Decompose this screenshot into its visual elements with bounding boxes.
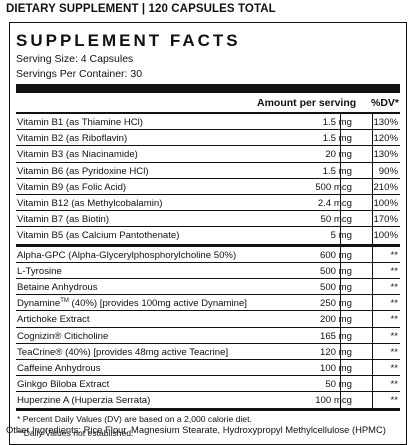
ingredient-name: Alpha-GPC (Alpha-Glycerylphosphorylcholi… <box>17 249 237 261</box>
facts-row: Alpha-GPC (Alpha-Glycerylphosphorylcholi… <box>16 247 400 263</box>
nutrient-name: Vitamin B1 (as Thiamine HCl) <box>17 117 144 128</box>
facts-row: Betaine Anhydrous 500 mg ** <box>16 279 400 296</box>
other-ingredients: Other Ingredients: Rice Flour, Magnesium… <box>6 424 386 435</box>
ingredient-amount: 500 mg <box>320 265 352 277</box>
nutrient-amount: 5 mg <box>330 230 352 242</box>
nutrient-dv: 130% <box>373 149 398 161</box>
ingredient-name: Artichoke Extract <box>17 314 90 326</box>
ingredient-amount: 500 mg <box>320 282 352 293</box>
facts-row: Vitamin B2 (as Riboflavin) 1.5 mg 120% <box>16 130 400 147</box>
facts-row: Vitamin B7 (as Biotin) 50 mcg 170% <box>16 211 400 228</box>
ingredient-amount: 250 mg <box>320 298 352 310</box>
facts-row: Vitamin B1 (as Thiamine HCl) 1.5 mg 130% <box>16 114 400 131</box>
ingredient-dv: ** <box>390 249 398 261</box>
facts-row: Vitamin B12 (as Methylcobalamin) 2.4 mcg… <box>16 195 400 212</box>
nutrient-amount: 50 mcg <box>320 214 352 226</box>
nutrient-name: Vitamin B6 (as Pyridoxine HCl) <box>17 165 149 177</box>
ingredient-amount: 600 mg <box>320 249 352 261</box>
servings-per-container: Servings Per Container: 30 <box>16 68 143 80</box>
column-divider <box>372 114 373 409</box>
nutrient-name: Vitamin B12 (as Methylcobalamin) <box>17 198 163 209</box>
nutrient-dv: 210% <box>373 181 398 193</box>
label-header: DIETARY SUPPLEMENT | 120 CAPSULES TOTAL <box>6 3 276 15</box>
ingredient-name: Cognizin® Citicholine <box>17 330 109 342</box>
ingredient-dv: ** <box>390 298 398 310</box>
serving-size: Serving Size: 4 Capsules <box>16 53 134 65</box>
nutrient-dv: 100% <box>373 230 398 242</box>
nutrient-dv: 120% <box>373 133 398 145</box>
ingredient-name: Betaine Anhydrous <box>17 282 98 293</box>
facts-row: Vitamin B5 (as Calcium Pantothenate) 5 m… <box>16 227 400 243</box>
thick-rule <box>16 84 400 93</box>
facts-row: TeaCrine® (40%) [provides 48mg active Te… <box>16 344 400 360</box>
ingredient-name: L-Tyrosine <box>17 265 62 277</box>
nutrient-name: Vitamin B2 (as Riboflavin) <box>17 133 128 145</box>
dv-column-header: %DV* <box>371 97 400 109</box>
facts-row: Vitamin B9 (as Folic Acid) 500 mcg 210% <box>16 179 400 195</box>
facts-row: Artichoke Extract 200 mg ** <box>16 311 400 328</box>
nutrient-amount: 20 mg <box>325 149 352 161</box>
facts-row: L-Tyrosine 500 mg ** <box>16 263 400 279</box>
ingredient-name: Caffeine Anhydrous <box>17 363 101 374</box>
dynamine-detail: (40%) [provides 100mg active Dynamine] <box>68 298 247 310</box>
ingredient-name: DynamineTM (40%) [provides 100mg active … <box>17 298 247 309</box>
facts-row: Vitamin B6 (as Pyridoxine HCl) 1.5 mg 90… <box>16 163 400 179</box>
ingredient-dv: ** <box>390 346 398 358</box>
facts-row: Ginkgo Biloba Extract 50 mg ** <box>16 376 400 393</box>
facts-row: Huperzine A (Huperzia Serrata) 100 mcg ** <box>16 392 400 409</box>
ingredient-amount: 50 mg <box>325 379 352 391</box>
nutrient-name: Vitamin B9 (as Folic Acid) <box>17 181 127 193</box>
trademark-mark: TM <box>60 298 69 305</box>
ingredient-name: Ginkgo Biloba Extract <box>17 379 110 391</box>
nutrient-name: Vitamin B3 (as Niacinamide) <box>17 149 138 161</box>
bottom-rule <box>16 408 400 411</box>
footnote-not-established: **Daily Values not established. <box>17 427 134 438</box>
facts-row: Caffeine Anhydrous 100 mg ** <box>16 360 400 377</box>
footnote-dv: * Percent Daily Values (DV) are based on… <box>17 413 252 424</box>
ingredient-amount: 100 mcg <box>315 395 352 407</box>
nutrient-dv: 90% <box>378 165 398 177</box>
nutrient-amount: 500 mcg <box>315 181 352 193</box>
ingredient-dv: ** <box>390 395 398 407</box>
ingredient-amount: 100 mg <box>320 363 352 374</box>
ingredient-dv: ** <box>390 265 398 277</box>
ingredient-dv: ** <box>390 379 398 391</box>
medium-rule <box>16 112 400 114</box>
nutrient-amount: 1.5 mg <box>322 133 352 145</box>
ingredient-dv: ** <box>390 282 398 293</box>
nutrient-dv: 170% <box>373 214 398 226</box>
nutrient-dv: 100% <box>373 198 398 209</box>
facts-row: DynamineTM (40%) [provides 100mg active … <box>16 295 400 312</box>
dynamine-name: Dynamine <box>17 298 61 310</box>
ingredient-name: Huperzine A (Huperzia Serrata) <box>17 395 151 407</box>
ingredient-dv: ** <box>390 330 398 342</box>
facts-row: Vitamin B3 (as Niacinamide) 20 mg 130% <box>16 146 400 163</box>
supplement-facts-panel: SUPPLEMENT FACTS Serving Size: 4 Capsule… <box>9 22 407 445</box>
ingredient-name: TeaCrine® (40%) [provides 48mg active Te… <box>17 346 229 358</box>
column-divider <box>340 114 341 409</box>
section-rule <box>16 243 400 247</box>
ingredient-dv: ** <box>390 314 398 326</box>
ingredient-amount: 120 mg <box>320 346 352 358</box>
nutrient-name: Vitamin B5 (as Calcium Pantothenate) <box>17 230 180 242</box>
amount-column-header: Amount per serving <box>257 97 357 109</box>
nutrient-name: Vitamin B7 (as Biotin) <box>17 214 110 226</box>
ingredient-dv: ** <box>390 363 398 374</box>
ingredient-amount: 165 mg <box>320 330 352 342</box>
nutrient-dv: 130% <box>373 117 398 128</box>
facts-row: Cognizin® Citicholine 165 mg ** <box>16 328 400 344</box>
nutrient-amount: 1.5 mg <box>322 165 352 177</box>
nutrient-amount: 2.4 mcg <box>317 198 352 209</box>
panel-title: SUPPLEMENT FACTS <box>16 31 241 50</box>
nutrient-amount: 1.5 mg <box>322 117 352 128</box>
ingredient-amount: 200 mg <box>320 314 352 326</box>
